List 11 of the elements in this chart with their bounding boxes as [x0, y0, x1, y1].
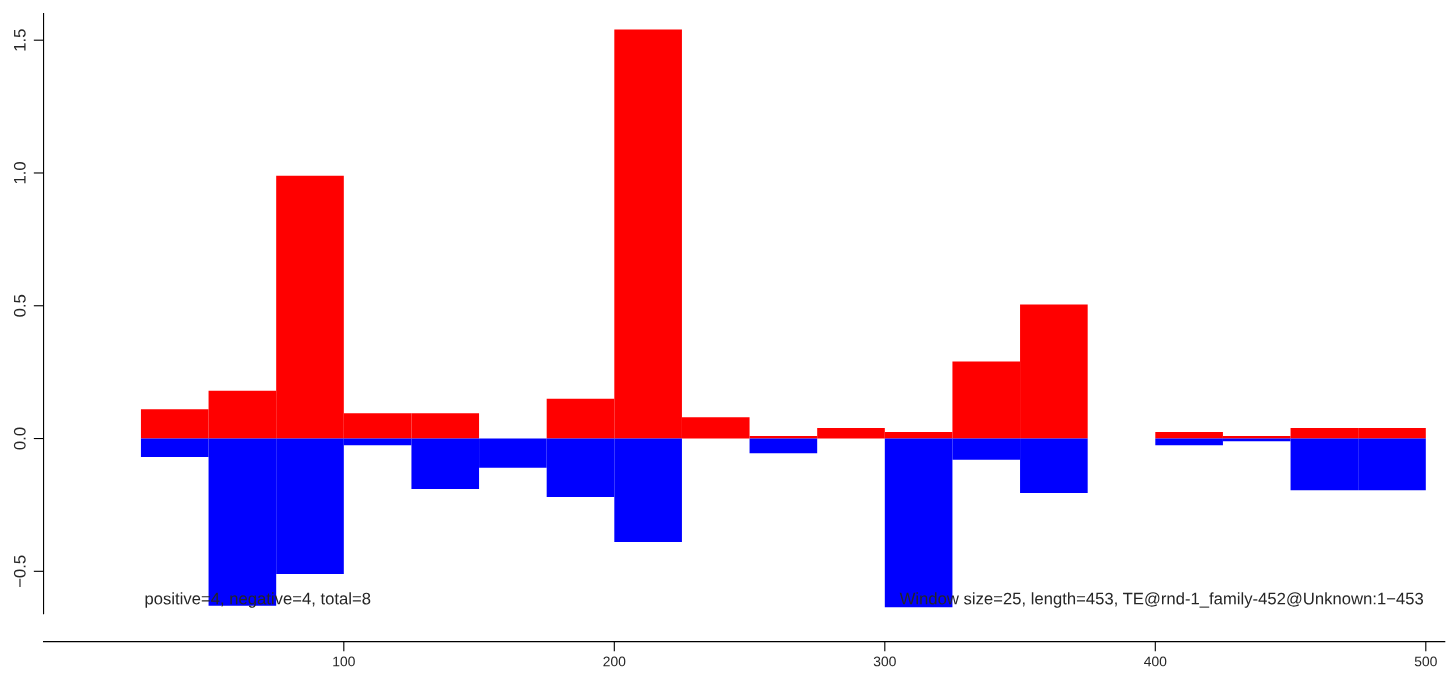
y-tick-label: −0.5: [13, 555, 26, 587]
y-tick-label: 0.0: [13, 427, 26, 450]
x-tick-label: 500: [1414, 656, 1437, 667]
x-tick-label: 200: [603, 656, 626, 667]
x-tick-label: 400: [1144, 656, 1167, 667]
y-tick-label: 0.5: [13, 294, 26, 317]
y-tick-label: 1.0: [13, 162, 26, 184]
bar: [749, 438, 818, 454]
y-tick-label: 1.5: [14, 29, 26, 51]
x-tick-label: 300: [873, 656, 896, 667]
x-tick-label: 100: [333, 656, 355, 667]
